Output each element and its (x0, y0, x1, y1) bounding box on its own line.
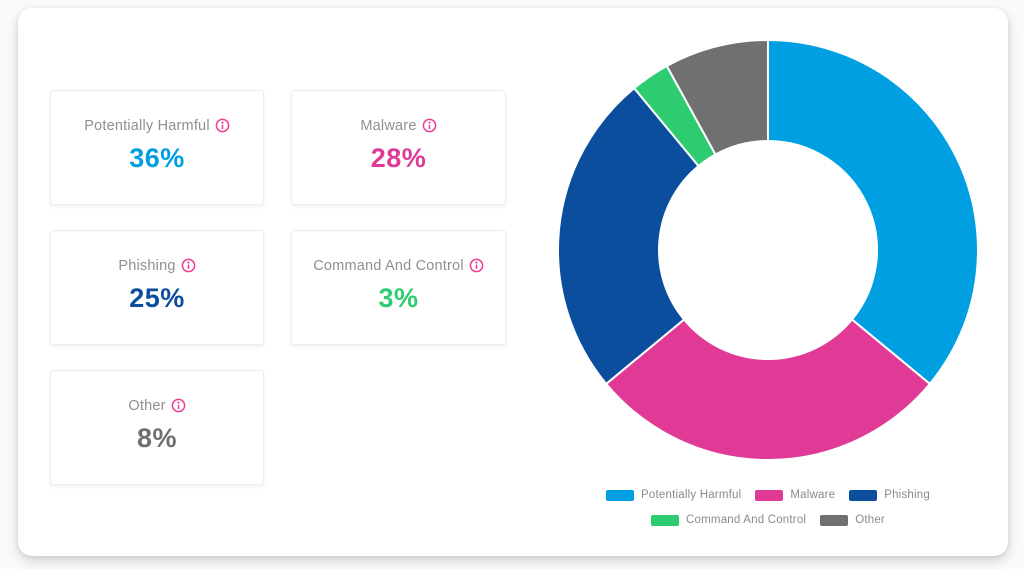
stat-label-row: Phishing (118, 258, 195, 274)
stat-value: 28% (370, 142, 427, 173)
stat-label-row: Other (128, 398, 185, 414)
legend-item-malware[interactable]: Malware (755, 489, 835, 501)
stats-grid: Potentially Harmful 36% Malware 28% Phis… (50, 90, 506, 485)
donut-slice-malware[interactable] (604, 318, 932, 461)
info-icon[interactable] (422, 118, 437, 133)
stat-card-phishing: Phishing 25% (50, 230, 264, 345)
legend-label: Other (855, 514, 885, 526)
info-icon[interactable] (215, 118, 230, 133)
legend-item-command-and-control[interactable]: Command And Control (651, 514, 806, 526)
stat-label: Other (128, 397, 166, 414)
stat-value: 36% (129, 142, 185, 173)
info-icon[interactable] (469, 258, 484, 273)
stat-card-malware: Malware 28% (291, 90, 506, 205)
stat-label: Command And Control (313, 257, 464, 274)
dashboard-panel: Potentially Harmful 36% Malware 28% Phis… (18, 8, 1008, 556)
info-icon[interactable] (171, 398, 186, 413)
stat-value: 25% (129, 282, 185, 313)
info-icon[interactable] (181, 258, 196, 273)
stat-label: Phishing (118, 257, 176, 274)
legend-row: Command And Control Other (651, 514, 885, 526)
stat-label-row: Command And Control (313, 258, 484, 274)
legend-swatch (755, 489, 784, 501)
stat-label-row: Malware (360, 118, 436, 134)
legend-label: Malware (790, 489, 836, 501)
donut-slice-other[interactable] (665, 38, 769, 156)
legend-item-potentially-harmful[interactable]: Potentially Harmful (606, 489, 741, 501)
legend-swatch (820, 514, 849, 526)
donut-slice-potentially-harmful[interactable] (767, 38, 979, 386)
donut-chart[interactable] (555, 37, 981, 463)
legend-item-other[interactable]: Other (820, 514, 885, 526)
legend-row: Potentially Harmful Malware Phishing (606, 489, 930, 501)
legend-label: Command And Control (686, 514, 807, 526)
legend-swatch (849, 489, 878, 501)
legend-label: Phishing (884, 489, 930, 501)
chart-legend: Potentially Harmful Malware Phishing Comman… (418, 489, 1024, 526)
stat-label-row: Potentially Harmful (84, 118, 230, 134)
stat-card-command-and-control: Command And Control 3% (291, 230, 506, 345)
stat-label: Malware (360, 117, 417, 134)
legend-swatch (651, 514, 680, 526)
stat-card-potentially-harmful: Potentially Harmful 36% (50, 90, 264, 205)
donut-slice-phishing[interactable] (557, 86, 700, 386)
stat-label: Potentially Harmful (84, 117, 210, 134)
legend-item-phishing[interactable]: Phishing (849, 489, 930, 501)
legend-label: Potentially Harmful (641, 489, 742, 501)
stat-card-other: Other 8% (50, 370, 264, 485)
stat-value: 3% (378, 282, 419, 313)
legend-swatch (606, 489, 635, 501)
stat-value: 8% (136, 422, 178, 453)
